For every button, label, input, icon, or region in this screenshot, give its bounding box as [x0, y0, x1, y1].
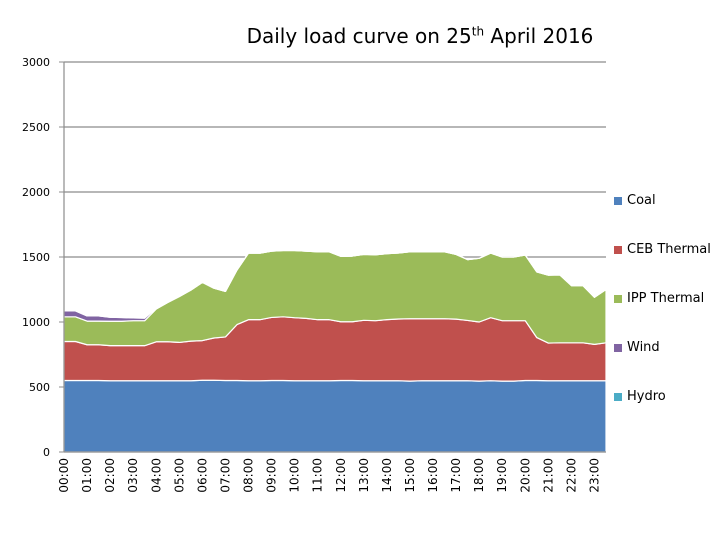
x-tick-label: 01:00 — [80, 458, 94, 493]
x-tick-label: 05:00 — [172, 458, 186, 493]
chart-title-superscript: th — [471, 24, 485, 39]
chart-title: Daily load curve on 25th April 2016 — [0, 24, 720, 48]
legend-swatch — [614, 246, 622, 254]
legend-label: CEB Thermal — [627, 242, 711, 257]
area-hydro — [63, 379, 607, 453]
x-tick-label: 10:00 — [288, 458, 302, 493]
x-tick-labels: 00:00 01:00 02:00 03:00 04:00 05:00 06:00 07:00… — [57, 458, 602, 493]
x-tick-label: 15:00 — [403, 458, 417, 493]
legend-label: Wind — [627, 340, 660, 355]
x-tick-label: 22:00 — [564, 458, 578, 493]
legend-label: Hydro — [627, 389, 666, 404]
y-tick-label: 0 — [43, 446, 50, 459]
chart-title-main: Daily load curve on 25 — [246, 24, 472, 48]
x-tick-label: 21:00 — [541, 458, 555, 493]
series-areas — [63, 249, 607, 453]
x-tick-label: 09:00 — [265, 458, 279, 493]
y-tick-label: 3000 — [22, 56, 50, 69]
x-tick-label: 02:00 — [103, 458, 117, 493]
x-tick-label: 23:00 — [588, 458, 602, 493]
y-tick-label: 1000 — [22, 316, 50, 329]
x-tick-label: 13:00 — [357, 458, 371, 493]
legend-swatch — [614, 295, 622, 303]
x-tick-label: 17:00 — [449, 458, 463, 493]
legend-swatch — [614, 393, 622, 401]
x-tick-label: 08:00 — [242, 458, 256, 493]
legend-label: IPP Thermal — [627, 291, 705, 306]
x-tick-label: 20:00 — [518, 458, 532, 493]
x-tick-label: 00:00 — [57, 458, 71, 493]
legend-swatch — [614, 344, 622, 352]
x-tick-label: 16:00 — [426, 458, 440, 493]
x-tick-label: 06:00 — [195, 458, 209, 493]
x-tick-label: 18:00 — [472, 458, 486, 493]
x-tick-label: 07:00 — [218, 458, 232, 493]
legend-swatch — [614, 197, 622, 205]
y-tick-labels: 0 500 1000 1500 2000 2500 3000 — [22, 56, 50, 459]
y-tick-label: 500 — [29, 381, 50, 394]
y-tick-label: 1500 — [22, 251, 50, 264]
chart-title-end: April 2016 — [484, 24, 594, 48]
x-tick-label: 14:00 — [380, 458, 394, 493]
area-coal — [63, 249, 607, 319]
x-tick-label: 04:00 — [149, 458, 163, 493]
x-tick-label: 12:00 — [334, 458, 348, 493]
y-tick-label: 2500 — [22, 121, 50, 134]
x-tick-label: 11:00 — [311, 458, 325, 493]
x-tick-label: 19:00 — [495, 458, 509, 493]
y-tick-label: 2000 — [22, 186, 50, 199]
axes — [59, 61, 606, 453]
legend-label: Coal — [627, 193, 656, 208]
x-tick-label: 03:00 — [126, 458, 140, 493]
